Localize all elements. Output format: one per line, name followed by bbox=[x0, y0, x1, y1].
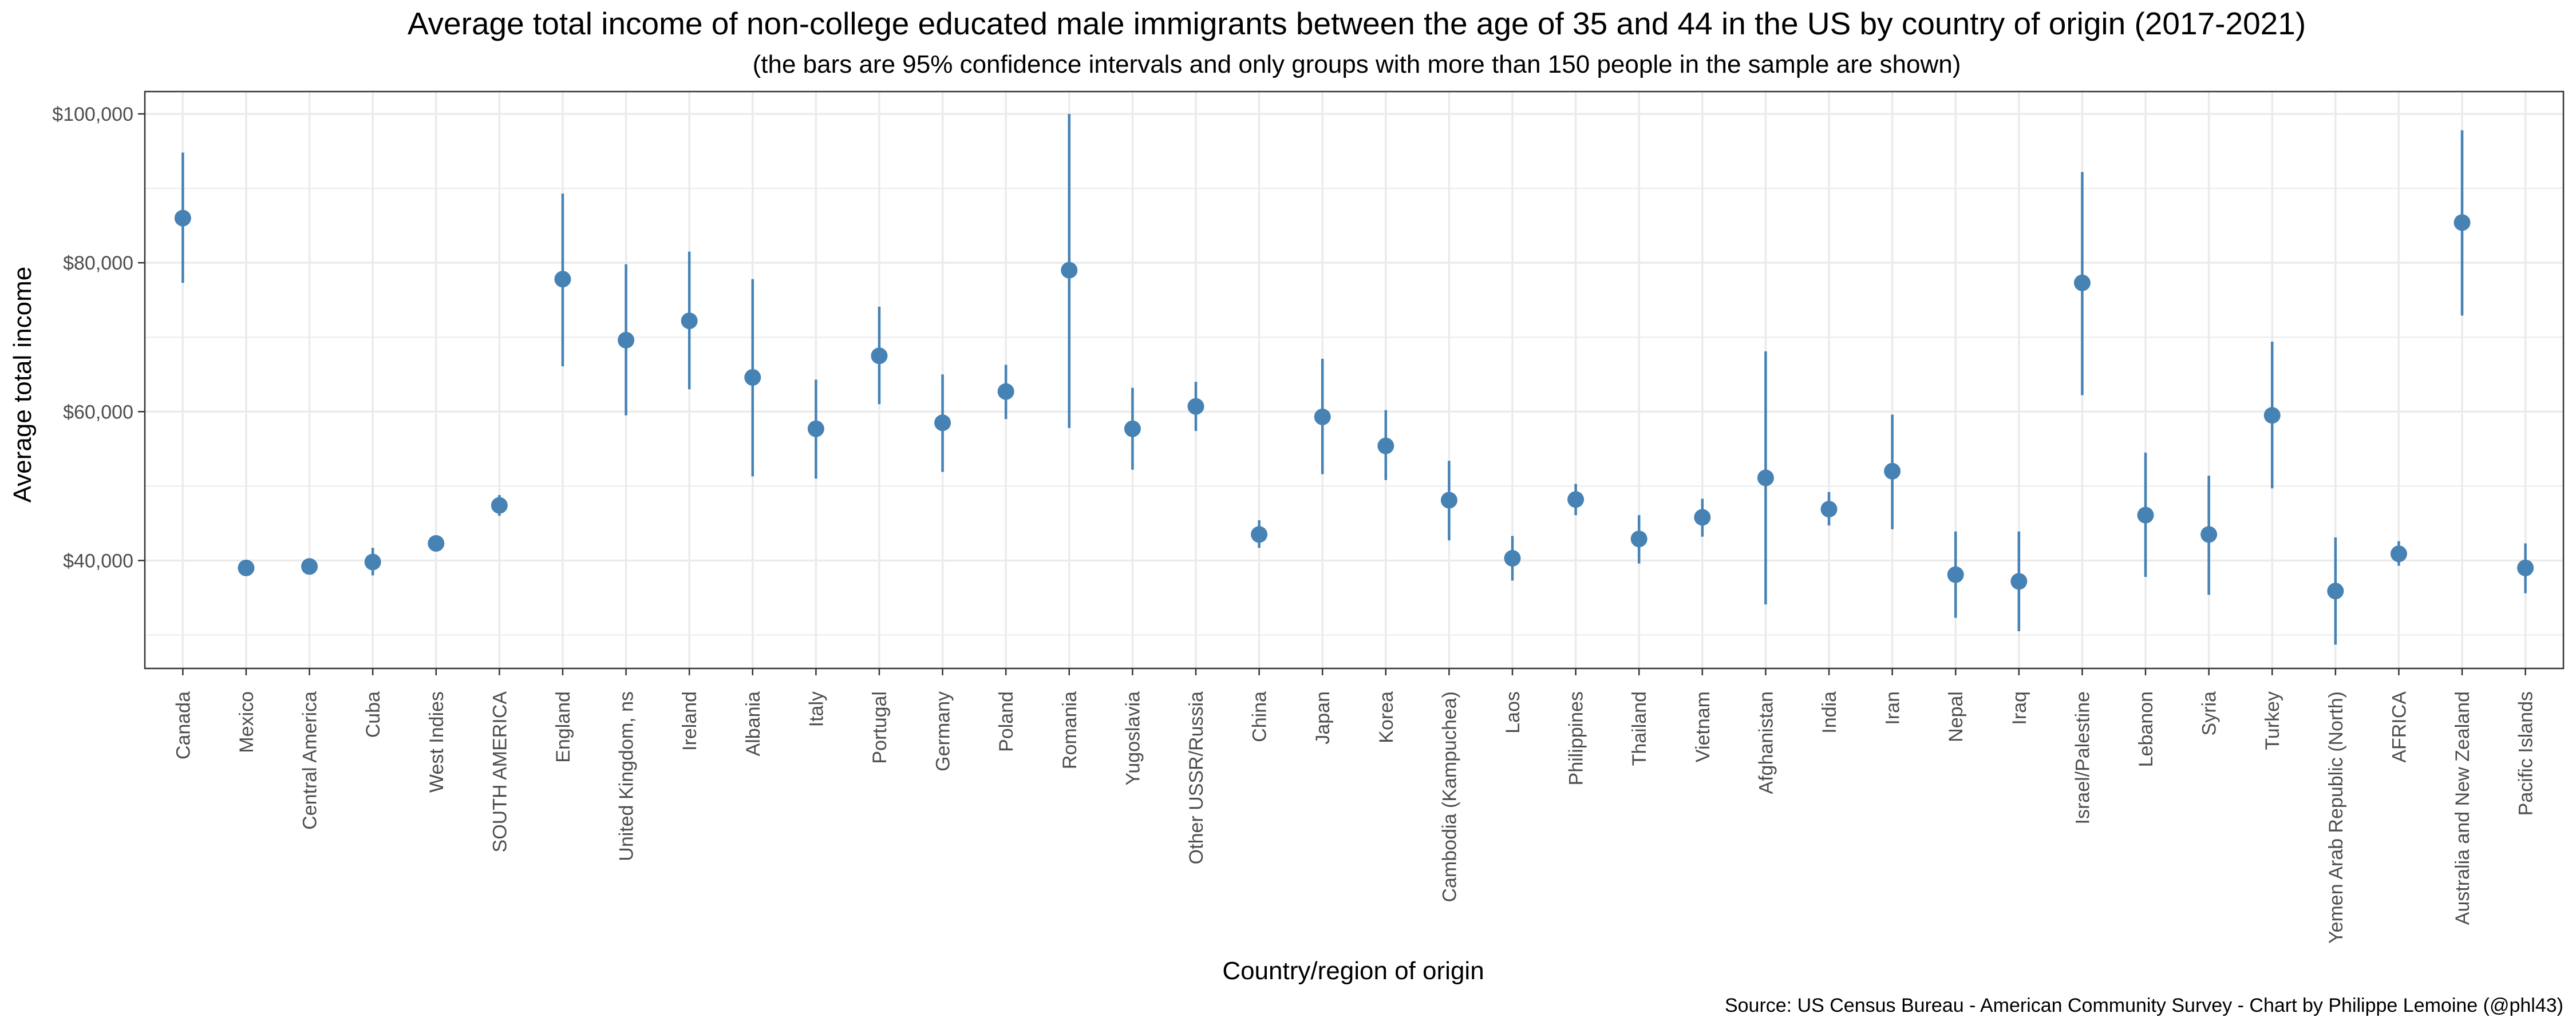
data-point-19 bbox=[1377, 437, 1394, 454]
x-tick-label: Australia and New Zealand bbox=[2452, 691, 2474, 925]
data-point-2 bbox=[301, 558, 318, 575]
chart-caption: Source: US Census Bureau - American Comm… bbox=[1725, 995, 2563, 1016]
data-point-29 bbox=[2010, 573, 2028, 590]
data-point-28 bbox=[1947, 566, 1964, 583]
x-tick-label: England bbox=[552, 691, 574, 763]
x-tick-label: Yugoslavia bbox=[1122, 691, 1144, 786]
chart-title: Average total income of non-college educ… bbox=[408, 6, 2306, 41]
x-tick-label: China bbox=[1249, 691, 1271, 742]
x-axis-title: Country/region of origin bbox=[1222, 957, 1484, 985]
data-point-27 bbox=[1884, 462, 1901, 480]
data-point-35 bbox=[2390, 545, 2407, 563]
data-point-4 bbox=[428, 535, 445, 552]
data-point-15 bbox=[1124, 420, 1141, 437]
y-tick-label: $80,000 bbox=[63, 252, 133, 274]
x-tick-label: Poland bbox=[995, 691, 1017, 752]
x-tick-label: Afghanistan bbox=[1755, 691, 1777, 794]
data-point-24 bbox=[1694, 509, 1711, 526]
data-point-21 bbox=[1504, 550, 1521, 567]
data-point-5 bbox=[491, 497, 508, 514]
data-point-14 bbox=[1061, 262, 1078, 279]
x-tick-label: India bbox=[1819, 691, 1840, 734]
x-tick-label: Korea bbox=[1376, 691, 1397, 743]
chart-axes: $40,000 $60,000 $80,000 $100,000 Canada Mexic… bbox=[52, 104, 2537, 944]
x-tick-label: West Indies bbox=[426, 691, 448, 793]
data-point-34 bbox=[2327, 583, 2344, 600]
data-point-32 bbox=[2200, 526, 2218, 543]
y-axis-title: Average total income bbox=[9, 267, 37, 503]
x-tick-label: Canada bbox=[172, 691, 194, 759]
data-point-31 bbox=[2137, 506, 2154, 524]
data-point-17 bbox=[1251, 526, 1268, 543]
x-tick-label: Romania bbox=[1059, 691, 1081, 769]
data-point-33 bbox=[2263, 407, 2281, 424]
x-tick-label: Iraq bbox=[2009, 691, 2030, 725]
x-tick-label: Mexico bbox=[236, 691, 258, 753]
x-tick-label: Philippines bbox=[1566, 691, 1587, 785]
x-tick-label: Lebanon bbox=[2135, 691, 2157, 767]
data-point-26 bbox=[1820, 501, 1838, 518]
x-tick-label: Syria bbox=[2199, 691, 2221, 736]
x-tick-label: Thailand bbox=[1629, 691, 1650, 766]
x-tick-label: Other USSR/Russia bbox=[1186, 691, 1207, 864]
x-tick-label: Albania bbox=[742, 691, 764, 757]
x-tick-label: Portugal bbox=[869, 691, 891, 764]
x-tick-label: Ireland bbox=[679, 691, 701, 751]
x-tick-label: Laos bbox=[1502, 691, 1524, 734]
data-point-20 bbox=[1440, 492, 1457, 509]
data-point-12 bbox=[934, 414, 951, 432]
x-tick-label: Japan bbox=[1312, 691, 1334, 745]
x-tick-label: United Kingdom, ns bbox=[616, 691, 638, 861]
x-tick-label: Cambodia (Kampuchea) bbox=[1439, 691, 1460, 903]
data-point-1 bbox=[238, 559, 255, 576]
data-point-23 bbox=[1630, 531, 1647, 548]
y-tick-label: $60,000 bbox=[63, 401, 133, 423]
x-tick-label: Italy bbox=[805, 691, 827, 727]
data-point-13 bbox=[997, 383, 1014, 400]
data-point-25 bbox=[1757, 469, 1774, 486]
x-tick-label: Turkey bbox=[2262, 691, 2283, 750]
x-tick-label: Nepal bbox=[1945, 691, 1967, 742]
data-point-16 bbox=[1187, 398, 1204, 415]
data-point-8 bbox=[681, 312, 698, 330]
x-tick-label: Pacific Islands bbox=[2515, 691, 2537, 816]
y-tick-label: $100,000 bbox=[52, 104, 133, 125]
x-tick-label: Yemen Arab Republic (North) bbox=[2325, 691, 2347, 944]
data-point-10 bbox=[807, 420, 824, 437]
data-point-11 bbox=[871, 347, 888, 365]
data-point-3 bbox=[364, 553, 381, 571]
data-point-36 bbox=[2453, 214, 2471, 231]
x-tick-label: Germany bbox=[933, 691, 954, 771]
plot-panel bbox=[144, 90, 2565, 670]
data-point-0 bbox=[174, 209, 191, 227]
x-tick-label: Cuba bbox=[362, 691, 384, 738]
x-tick-label: AFRICA bbox=[2388, 691, 2410, 763]
panel-border bbox=[144, 90, 2565, 670]
x-tick-label: Israel/Palestine bbox=[2072, 691, 2093, 824]
chart-subtitle: (the bars are 95% confidence intervals a… bbox=[753, 50, 1961, 78]
x-tick-label: Vietnam bbox=[1692, 691, 1714, 762]
y-tick-label: $40,000 bbox=[63, 550, 133, 572]
data-point-30 bbox=[2073, 274, 2091, 291]
chart-marks bbox=[174, 114, 2534, 645]
data-point-37 bbox=[2517, 559, 2534, 576]
data-point-9 bbox=[744, 369, 761, 386]
x-tick-label: Central America bbox=[299, 691, 321, 830]
data-point-7 bbox=[618, 331, 635, 349]
data-point-22 bbox=[1567, 491, 1585, 508]
data-point-6 bbox=[554, 271, 571, 288]
x-tick-label: SOUTH AMERICA bbox=[489, 691, 511, 853]
data-point-18 bbox=[1314, 408, 1331, 425]
x-tick-label: Iran bbox=[1882, 691, 1904, 725]
